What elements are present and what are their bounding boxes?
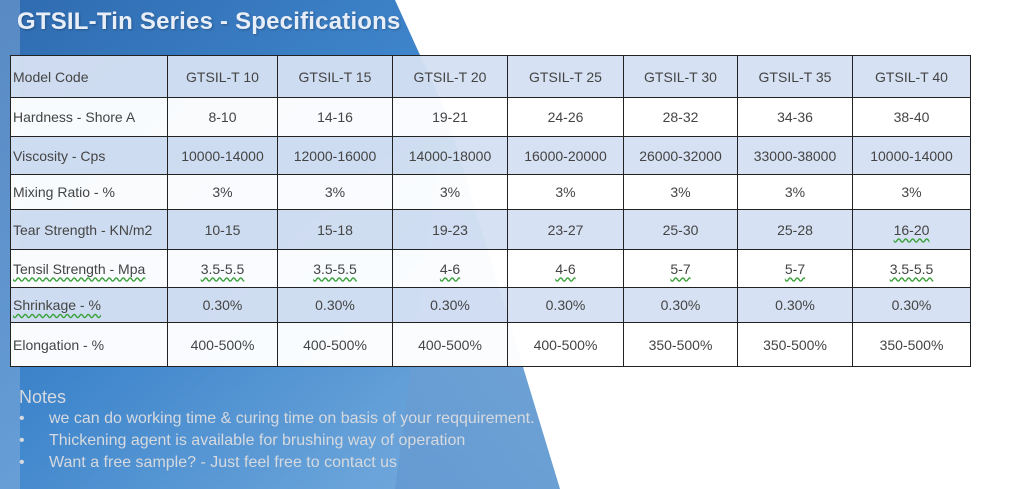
row-label: Hardness - Shore A xyxy=(10,97,168,137)
table-cell: 15-18 xyxy=(277,209,393,250)
table-cell: 0.30% xyxy=(852,287,971,323)
table-cell: 12000-16000 xyxy=(277,136,393,175)
table-cell: 350-500% xyxy=(852,322,971,367)
table-row: Viscosity - Cps 10000-14000 12000-16000 … xyxy=(10,136,971,175)
table-cell: 0.30% xyxy=(623,287,738,323)
table-cell: 350-500% xyxy=(737,322,853,367)
table-cell: 0.30% xyxy=(737,287,853,323)
note-text: Thickening agent is available for brushi… xyxy=(49,432,466,449)
table-cell: 3% xyxy=(167,174,278,210)
table-cell: 33000-38000 xyxy=(737,136,853,175)
table-cell: 400-500% xyxy=(277,322,393,367)
table-cell: 19-21 xyxy=(392,97,508,137)
row-label: Shrinkage - % xyxy=(10,287,168,323)
table-cell: 400-500% xyxy=(167,322,278,367)
table-cell: 23-27 xyxy=(507,209,624,250)
table-cell: 34-36 xyxy=(737,97,853,137)
table-row: Elongation - % 400-500% 400-500% 400-500… xyxy=(10,322,971,367)
note-text: we can do working time & curing time on … xyxy=(49,410,535,427)
table-cell: 25-30 xyxy=(623,209,738,250)
table-cell: 4-6 xyxy=(507,249,624,288)
table-cell: 14-16 xyxy=(277,97,393,137)
table-cell: 400-500% xyxy=(392,322,508,367)
table-cell: 5-7 xyxy=(737,249,853,288)
bullet-icon: • xyxy=(19,454,25,471)
table-cell: 0.30% xyxy=(507,287,624,323)
table-cell: 8-10 xyxy=(167,97,278,137)
table-cell: 19-23 xyxy=(392,209,508,250)
header-cell: GTSIL-T 25 xyxy=(507,55,624,98)
table-cell: 4-6 xyxy=(392,249,508,288)
header-cell: GTSIL-T 20 xyxy=(392,55,508,98)
table-cell: 3.5-5.5 xyxy=(277,249,393,288)
header-cell: GTSIL-T 30 xyxy=(623,55,738,98)
bullet-icon: • xyxy=(19,432,25,449)
header-cell: GTSIL-T 35 xyxy=(737,55,853,98)
table-cell: 3% xyxy=(277,174,393,210)
table-cell: 3% xyxy=(392,174,508,210)
header-cell: GTSIL-T 15 xyxy=(277,55,393,98)
table-cell: 25-28 xyxy=(737,209,853,250)
table-row: Tensil Strength - Mpa 3.5-5.5 3.5-5.5 4-… xyxy=(10,249,971,288)
table-row: Shrinkage - % 0.30% 0.30% 0.30% 0.30% 0.… xyxy=(10,287,971,323)
table-cell: 3% xyxy=(737,174,853,210)
row-label: Elongation - % xyxy=(10,322,168,367)
table-cell: 5-7 xyxy=(623,249,738,288)
table-cell: 10000-14000 xyxy=(852,136,971,175)
table-cell: 3% xyxy=(623,174,738,210)
notes-title: Notes xyxy=(19,387,67,407)
header-cell: GTSIL-T 40 xyxy=(852,55,971,98)
table-cell: 0.30% xyxy=(392,287,508,323)
list-item: • we can do working time & curing time o… xyxy=(19,408,535,430)
page-title: GTSIL-Tin Series - Specifications xyxy=(17,8,401,35)
row-label: Tensil Strength - Mpa xyxy=(10,249,168,288)
table-cell: 14000-18000 xyxy=(392,136,508,175)
table-cell: 0.30% xyxy=(277,287,393,323)
table-header-row: Model Code GTSIL-T 10 GTSIL-T 15 GTSIL-T… xyxy=(10,55,971,98)
table-cell: 3.5-5.5 xyxy=(167,249,278,288)
row-label: Viscosity - Cps xyxy=(10,136,168,175)
table-cell: 3.5-5.5 xyxy=(852,249,971,288)
header-cell: GTSIL-T 10 xyxy=(167,55,278,98)
bullet-icon: • xyxy=(19,410,25,427)
table-cell: 26000-32000 xyxy=(623,136,738,175)
list-item: • Thickening agent is available for brus… xyxy=(19,430,535,452)
table-cell: 3% xyxy=(507,174,624,210)
table-row: Tear Strength - KN/m2 10-15 15-18 19-23 … xyxy=(10,209,971,250)
spec-table: Model Code GTSIL-T 10 GTSIL-T 15 GTSIL-T… xyxy=(10,55,971,367)
table-cell: 0.30% xyxy=(167,287,278,323)
table-row: Mixing Ratio - % 3% 3% 3% 3% 3% 3% 3% xyxy=(10,174,971,210)
table-cell: 400-500% xyxy=(507,322,624,367)
table-cell: 16000-20000 xyxy=(507,136,624,175)
header-cell: Model Code xyxy=(10,55,168,98)
table-cell: 38-40 xyxy=(852,97,971,137)
list-item: • Want a free sample? - Just feel free t… xyxy=(19,452,535,474)
row-label: Tear Strength - KN/m2 xyxy=(10,209,168,250)
table-cell: 10000-14000 xyxy=(167,136,278,175)
table-cell: 24-26 xyxy=(507,97,624,137)
table-cell: 3% xyxy=(852,174,971,210)
table-cell: 10-15 xyxy=(167,209,278,250)
table-row: Hardness - Shore A 8-10 14-16 19-21 24-2… xyxy=(10,97,971,137)
table-cell: 350-500% xyxy=(623,322,738,367)
row-label: Mixing Ratio - % xyxy=(10,174,168,210)
notes-section: Notes • we can do working time & curing … xyxy=(19,387,535,474)
note-text: Want a free sample? - Just feel free to … xyxy=(49,454,398,471)
table-cell: 16-20 xyxy=(852,209,971,250)
table-cell: 28-32 xyxy=(623,97,738,137)
